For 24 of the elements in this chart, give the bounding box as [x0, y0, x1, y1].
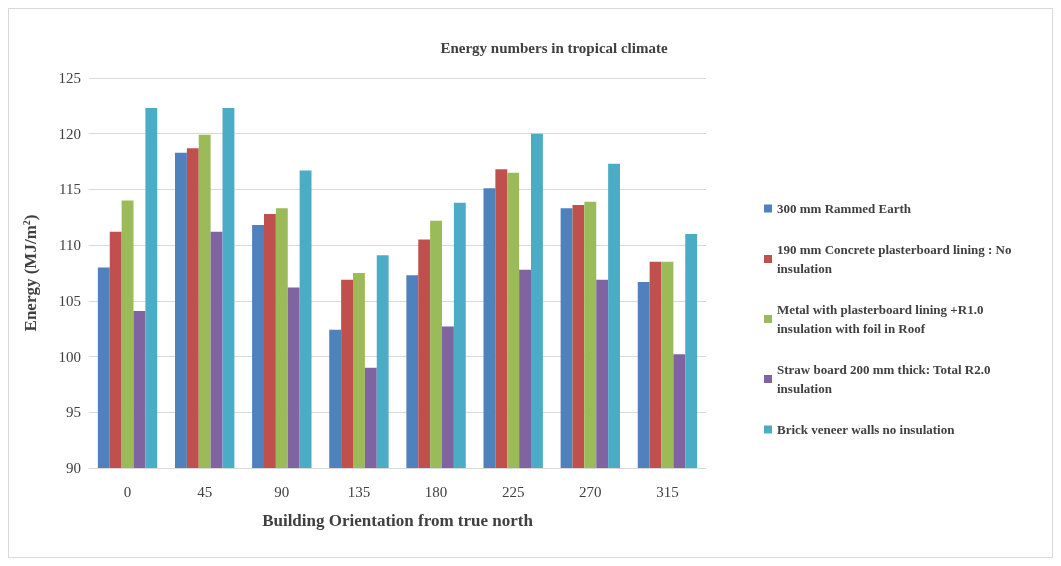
y-tick-label: 95	[66, 404, 81, 421]
legend-label: 300 mm Rammed Earth	[777, 201, 912, 216]
x-tick-label: 180	[424, 483, 448, 500]
y-tick-label: 100	[58, 348, 81, 365]
legend-label: Metal with plasterboard lining +R1.0 insulation with foil in Roof	[777, 302, 987, 336]
y-tick-label: 105	[58, 292, 81, 309]
legend-label: Straw board 200 mm thick: Total R2.0 insulation	[777, 362, 994, 396]
x-axis-title: Building Orientation from true north	[262, 511, 534, 530]
x-tick-label: 135	[347, 483, 371, 500]
y-axis-title: Energy (MJ/m2)	[20, 214, 40, 332]
x-tick-label: 45	[197, 483, 213, 500]
y-tick-label: 110	[59, 237, 81, 254]
y-tick-label: 125	[58, 70, 81, 86]
y-tick-label: 115	[59, 181, 81, 198]
y-tick-label: 120	[58, 125, 81, 142]
x-tick-label: 315	[656, 483, 679, 500]
x-tick-label: 90	[274, 483, 290, 500]
legend-label: Brick veneer walls no insulation	[777, 422, 956, 437]
y-tick-label: 90	[66, 460, 81, 476]
legend-label: 190 mm Concrete plasterboard lining : No insulation	[777, 242, 1015, 276]
x-tick-label: 0	[123, 483, 132, 500]
chart-title: Energy numbers in tropical climate	[440, 39, 668, 56]
x-tick-label: 270	[579, 483, 602, 500]
x-tick-label: 225	[501, 483, 525, 500]
